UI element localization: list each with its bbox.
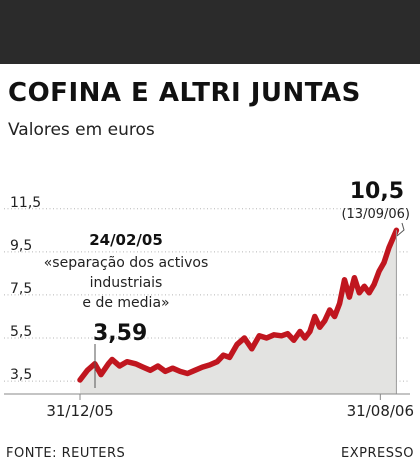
event-text-line-1: «separação dos activos: [44, 255, 209, 271]
price-line: [77, 227, 400, 394]
series-line: [77, 227, 400, 383]
y-tick-label: 7,5: [10, 281, 32, 297]
chart-title: COFINA E ALTRI JUNTAS: [8, 78, 361, 108]
publisher-label: EXPRESSO: [341, 446, 414, 461]
y-tick-label: 9,5: [10, 238, 32, 254]
max-value-label: 10,5: [350, 179, 404, 204]
x-tick-label: 31/08/06: [347, 402, 414, 420]
y-tick-label: 5,5: [10, 324, 32, 340]
max-leader-line: [396, 222, 405, 237]
price-area: [80, 230, 397, 394]
header-bar: [0, 0, 420, 64]
source-label: FONTE: REUTERS: [6, 446, 126, 461]
x-axis-ticks: 31/12/05 31/08/06: [46, 394, 414, 420]
event-text-line-3: e de media»: [82, 295, 169, 311]
stock-chart: 3,5 5,5 7,5 9,5 11,5 31/12/05 31/08/06 3,59 2…: [4, 179, 414, 420]
y-tick-label: 11,5: [10, 195, 41, 211]
min-value-label: 3,59: [93, 321, 147, 346]
event-text-line-2: industriais: [90, 275, 163, 291]
x-tick-label: 31/12/05: [46, 402, 113, 420]
y-axis-ticks: 3,5 5,5 7,5 9,5 11,5: [10, 195, 41, 383]
event-date-label: 24/02/05: [89, 231, 163, 249]
chart-subtitle: Valores em euros: [8, 120, 155, 140]
area-fill: [80, 230, 397, 394]
y-tick-label: 3,5: [10, 367, 32, 383]
max-date-label: (13/09/06): [341, 207, 410, 222]
